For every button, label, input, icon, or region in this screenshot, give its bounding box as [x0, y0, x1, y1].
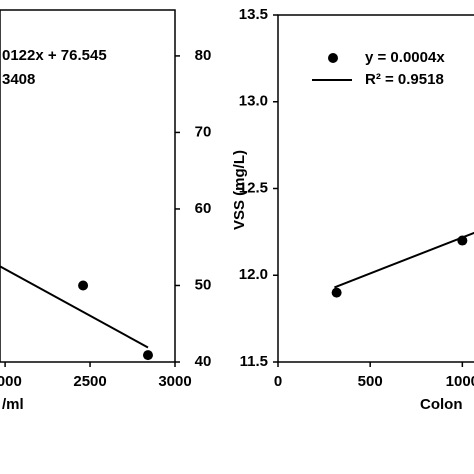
annotation: 3408 — [2, 71, 35, 88]
y-tick-label: 80 — [195, 47, 212, 64]
x-tick-label: 1000 — [446, 373, 474, 390]
y-tick-label: 13.0 — [239, 93, 268, 110]
y-tick-label: 70 — [195, 123, 212, 140]
trend-line — [0, 265, 149, 349]
y-tick-label: 12.0 — [239, 266, 268, 283]
annotation: 0122x + 76.545 — [2, 47, 107, 64]
x-tick-label: 0 — [274, 373, 282, 390]
y-tick-label: 60 — [195, 200, 212, 217]
y-tick-label: 11.5 — [240, 353, 268, 370]
y-axis-label: VSS (mg/L) — [231, 150, 248, 230]
legend-marker — [328, 53, 338, 63]
x-axis-label: /ml — [2, 396, 24, 413]
trend-line — [334, 231, 474, 289]
x-axis-label: Colon — [420, 396, 463, 413]
x-tick-label: 2000 — [0, 373, 22, 390]
y-tick-label: 40 — [195, 353, 212, 370]
data-point — [331, 287, 342, 298]
plot-frame — [0, 9, 176, 363]
data-point — [78, 280, 89, 291]
y-tick-label: 13.5 — [239, 6, 268, 23]
x-tick-label: 2500 — [73, 373, 106, 390]
y-tick-label: 12.5 — [239, 179, 268, 196]
legend-label: y = 0.0004x — [365, 49, 445, 66]
x-tick-label: 3000 — [158, 373, 191, 390]
legend-label: R² = 0.9518 — [365, 71, 444, 88]
plot-frame — [277, 14, 474, 363]
x-tick-label: 500 — [358, 373, 383, 390]
data-point — [142, 350, 153, 361]
y-tick-label: 50 — [195, 276, 212, 293]
